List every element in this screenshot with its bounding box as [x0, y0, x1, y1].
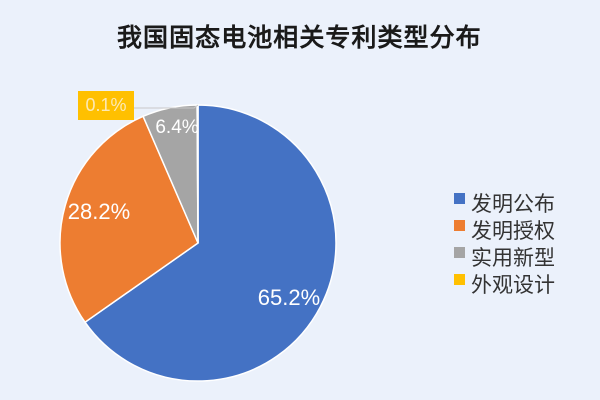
- svg-text:6.4%: 6.4%: [155, 117, 198, 138]
- svg-text:0.1%: 0.1%: [85, 95, 126, 115]
- svg-text:65.2%: 65.2%: [258, 285, 320, 310]
- svg-text:28.2%: 28.2%: [68, 199, 130, 224]
